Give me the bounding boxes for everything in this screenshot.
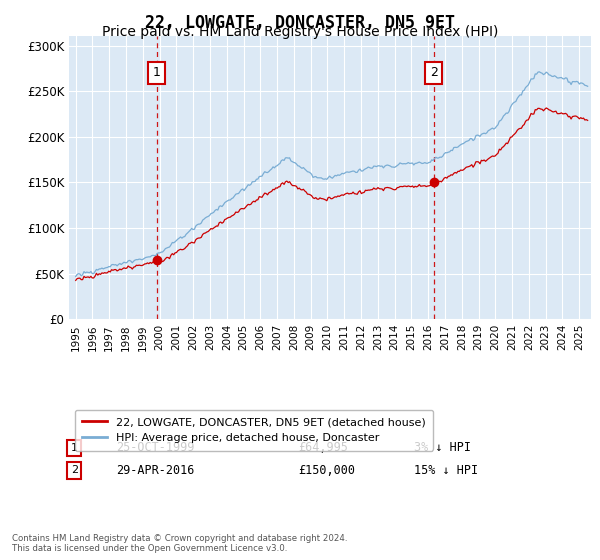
- Text: Contains HM Land Registry data © Crown copyright and database right 2024.
This d: Contains HM Land Registry data © Crown c…: [12, 534, 347, 553]
- Text: Price paid vs. HM Land Registry's House Price Index (HPI): Price paid vs. HM Land Registry's House …: [102, 25, 498, 39]
- Text: 2: 2: [430, 67, 437, 80]
- Text: 25-OCT-1999: 25-OCT-1999: [116, 441, 194, 454]
- Text: 1: 1: [152, 67, 161, 80]
- Text: 29-APR-2016: 29-APR-2016: [116, 464, 194, 477]
- Text: 1: 1: [71, 443, 78, 453]
- Text: 15% ↓ HPI: 15% ↓ HPI: [413, 464, 478, 477]
- Text: 3% ↓ HPI: 3% ↓ HPI: [413, 441, 470, 454]
- Text: £150,000: £150,000: [299, 464, 356, 477]
- Text: 22, LOWGATE, DONCASTER, DN5 9ET: 22, LOWGATE, DONCASTER, DN5 9ET: [145, 14, 455, 32]
- Text: £64,995: £64,995: [299, 441, 349, 454]
- Legend: 22, LOWGATE, DONCASTER, DN5 9ET (detached house), HPI: Average price, detached h: 22, LOWGATE, DONCASTER, DN5 9ET (detache…: [74, 409, 433, 451]
- Text: 2: 2: [71, 465, 78, 475]
